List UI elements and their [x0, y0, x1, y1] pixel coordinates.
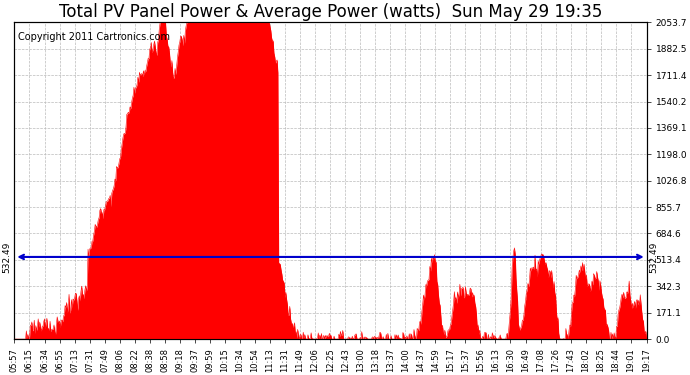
Title: Total PV Panel Power & Average Power (watts)  Sun May 29 19:35: Total PV Panel Power & Average Power (wa…	[59, 3, 602, 21]
Text: 532.49: 532.49	[2, 241, 11, 273]
Text: 532.49: 532.49	[650, 241, 659, 273]
Text: Copyright 2011 Cartronics.com: Copyright 2011 Cartronics.com	[18, 32, 170, 42]
